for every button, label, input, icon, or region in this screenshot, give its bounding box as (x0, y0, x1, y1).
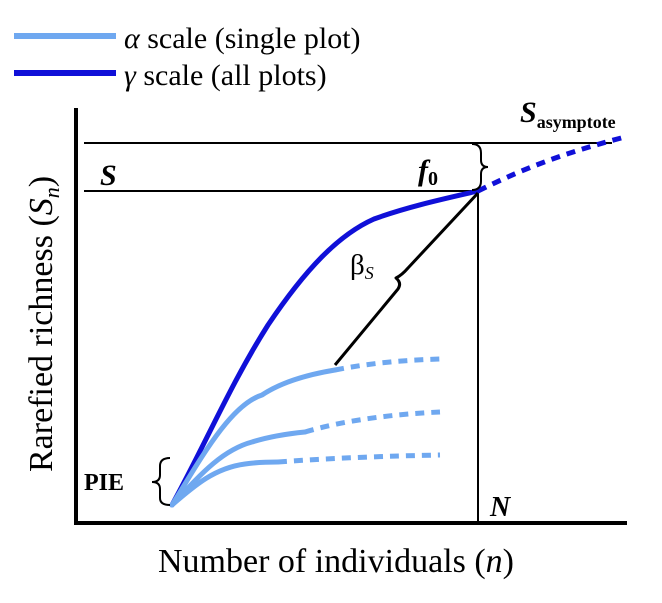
legend-gamma-label: γ scale (all plots) (124, 59, 327, 92)
pie-brace (151, 457, 171, 506)
pie-label: PIE (84, 470, 124, 496)
s-asymptote-label: Sasymptote (520, 96, 616, 132)
alpha-extrapolation-2 (304, 409, 441, 435)
alpha-curve-2 (169, 429, 308, 508)
x-axis-label: Number of individuals (n) (158, 543, 514, 580)
beta-s-label: βS (350, 249, 374, 283)
beta-brace (333, 191, 480, 366)
y-axis-label: Rarefied richness (Sn) (23, 176, 64, 472)
n-label: N (489, 492, 512, 523)
f0-brace (471, 143, 489, 191)
s-label: S (100, 159, 117, 192)
alpha-extrapolation-1 (334, 356, 441, 373)
legend-alpha-label: α scale (single plot) (124, 22, 361, 55)
alpha-curve-3 (169, 459, 281, 508)
alpha-curve-1 (169, 367, 338, 508)
gamma-curve (169, 188, 481, 508)
f0-label: f0 (418, 154, 438, 190)
alpha-extrapolation-3 (277, 452, 441, 465)
gamma-extrapolation (476, 134, 626, 194)
legend: α scale (single plot) γ scale (all plots… (14, 22, 361, 92)
